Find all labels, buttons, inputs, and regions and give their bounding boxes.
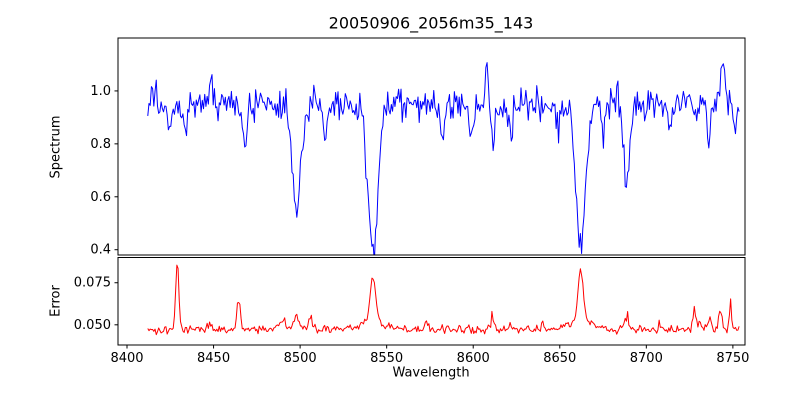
spectrum-y-axis-label: Spectrum — [48, 115, 64, 179]
x-tick-label: 8550 — [370, 351, 403, 366]
y-tick-label: 0.075 — [74, 276, 111, 291]
x-tick-label: 8600 — [457, 351, 490, 366]
spectrum-panel-border — [117, 37, 746, 256]
y-tick-label: 0.4 — [90, 243, 111, 258]
x-tick-label: 8750 — [716, 351, 749, 366]
y-tick-label: 0.050 — [74, 318, 111, 333]
error-line — [147, 264, 740, 336]
error-panel-border — [117, 257, 746, 346]
x-tick-label: 8500 — [284, 351, 317, 366]
x-tick-label: 8700 — [630, 351, 663, 366]
x-tick-label: 8450 — [197, 351, 230, 366]
error-y-axis-label: Error — [48, 285, 64, 317]
spectrum-line — [147, 62, 740, 255]
x-axis-label: Wavelength — [392, 365, 470, 381]
y-tick-label: 1.0 — [90, 84, 111, 99]
x-tick-label: 8400 — [110, 351, 143, 366]
x-tick-label: 8650 — [543, 351, 576, 366]
y-tick-label: 0.8 — [90, 137, 111, 152]
y-tick-label: 0.6 — [90, 190, 111, 205]
chart-title: 20050906_2056m35_143 — [328, 13, 534, 33]
